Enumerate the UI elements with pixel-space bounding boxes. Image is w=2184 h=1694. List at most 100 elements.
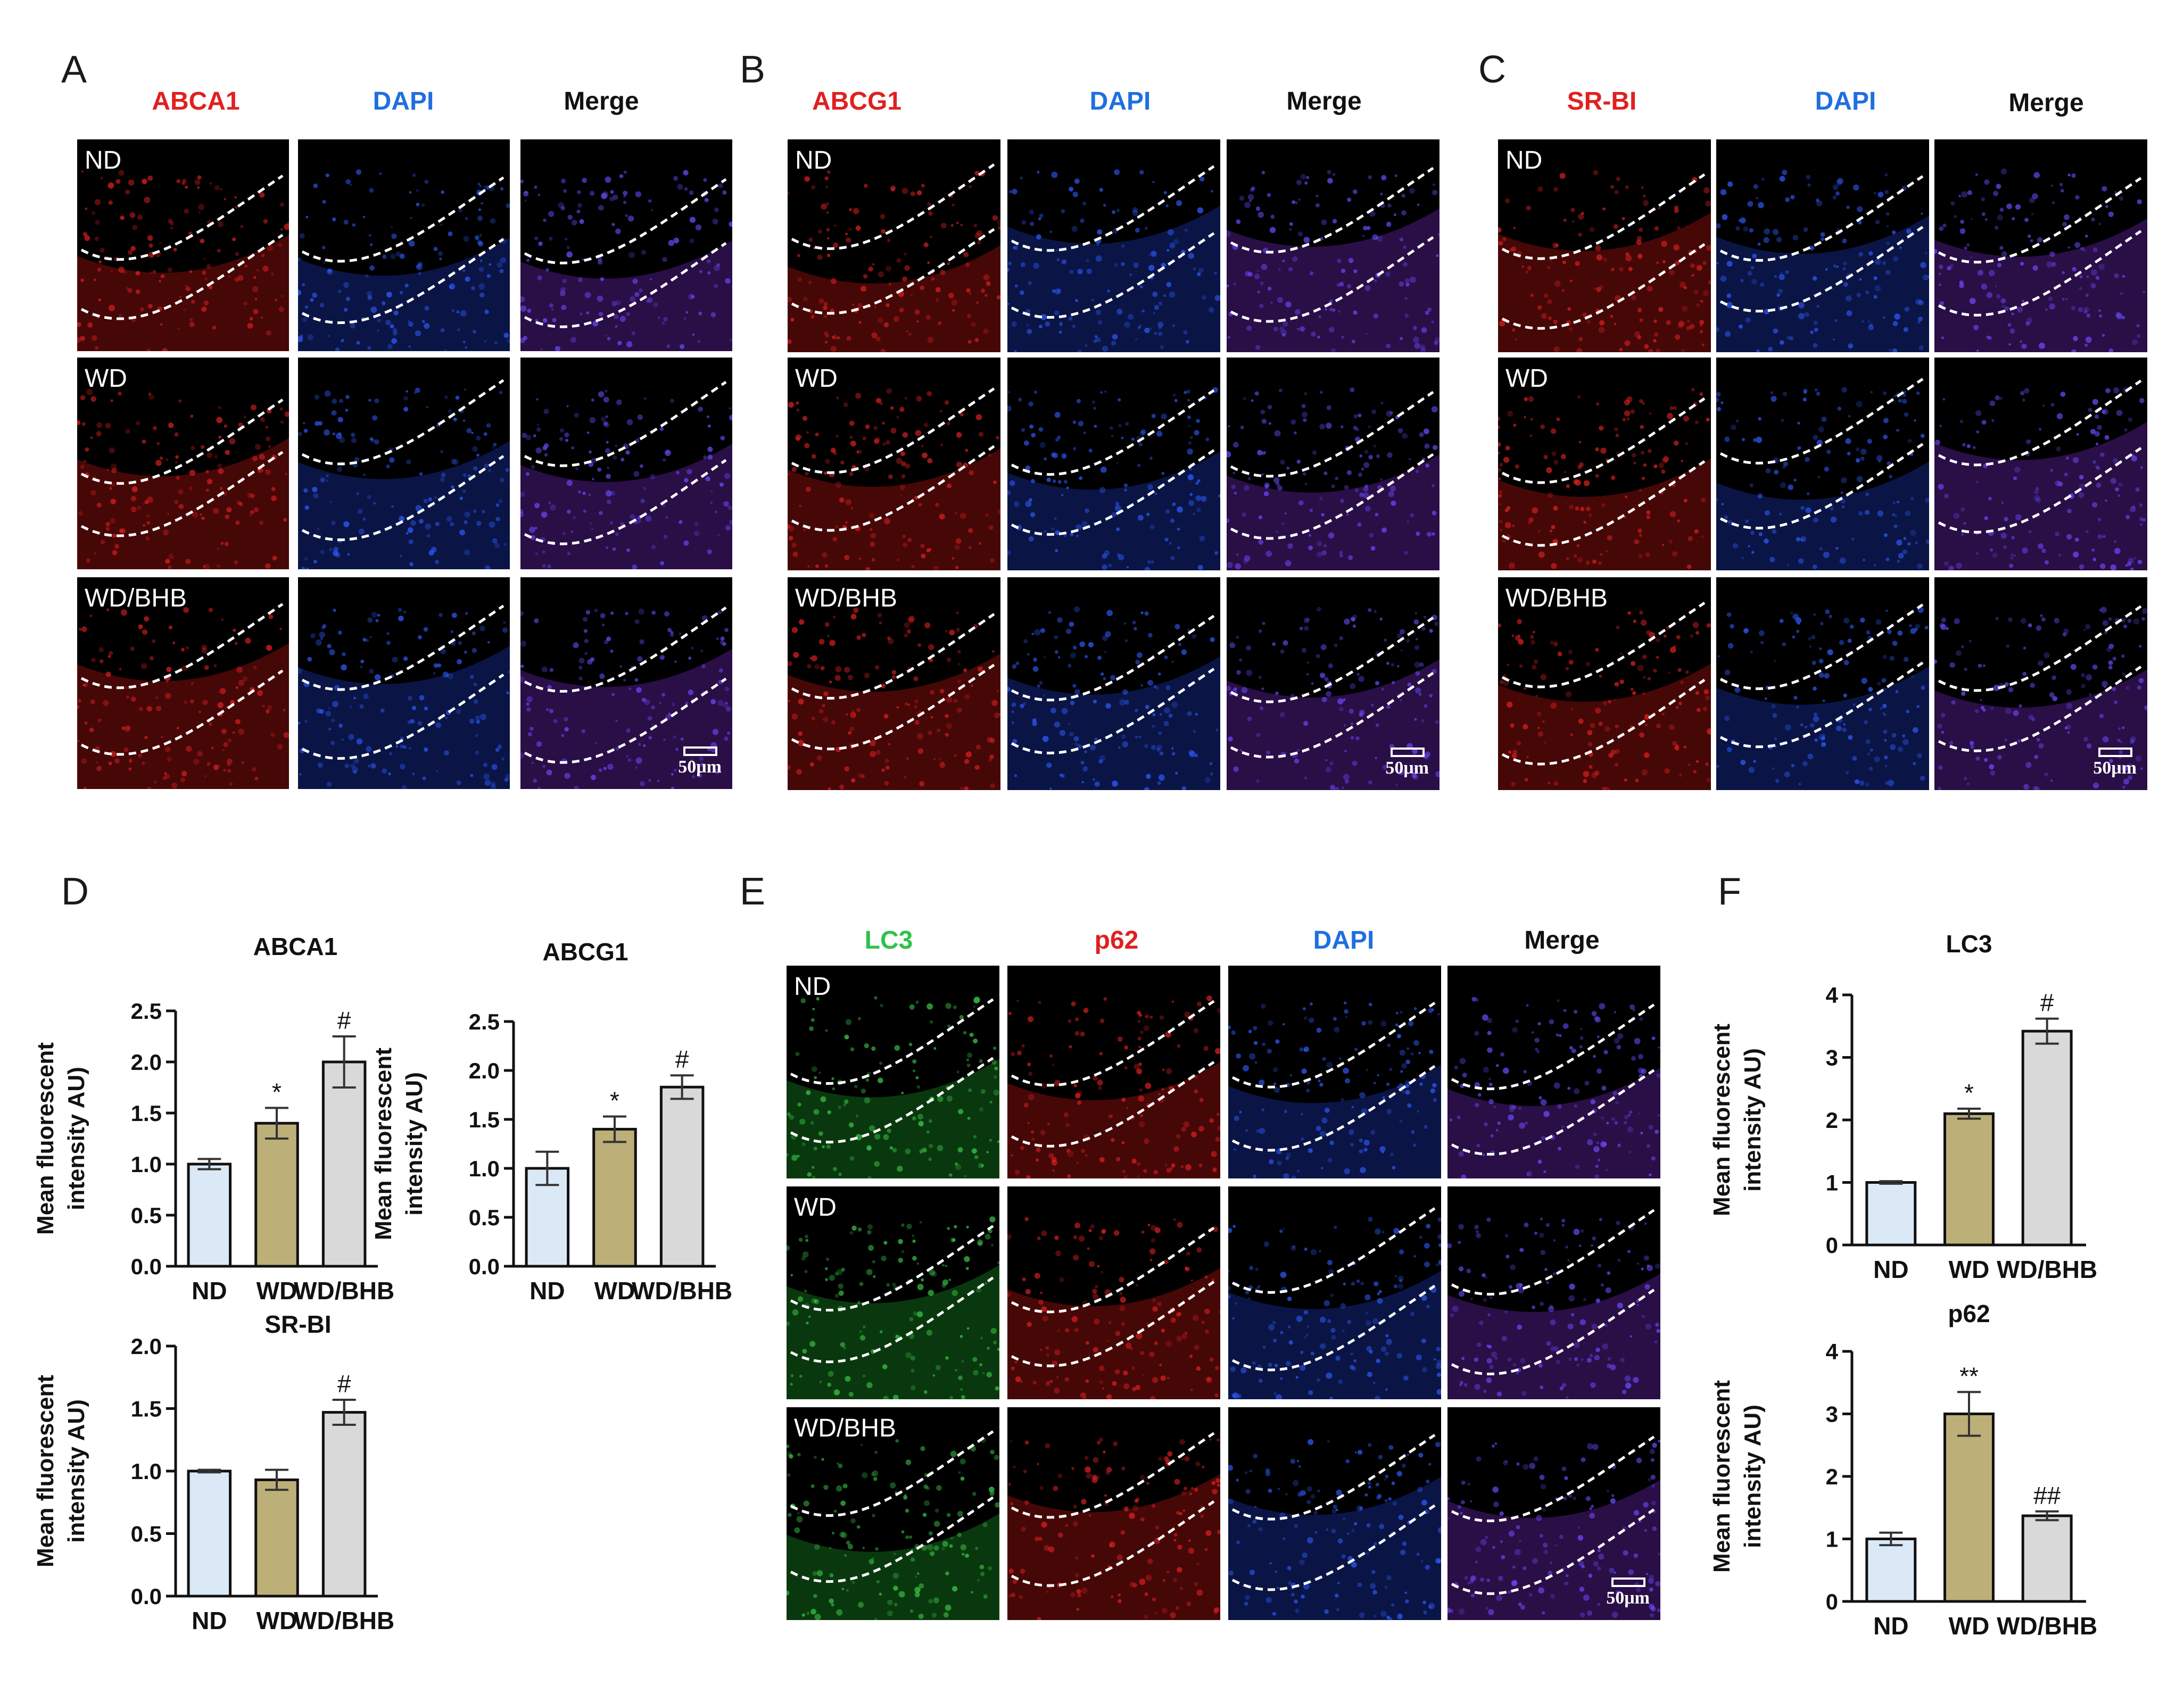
micrograph-a-red: ND: [77, 139, 289, 351]
y-tick-label: 0.5: [131, 1203, 162, 1228]
x-tick-label: WD: [1949, 1256, 1990, 1283]
bar-wd-bhb: [2021, 1514, 2073, 1603]
chart-title: p62: [1948, 1300, 1990, 1327]
y-tick-label: 0: [1826, 1233, 1838, 1258]
panel-a-col1-title: ABCA1: [152, 87, 240, 115]
x-tick-label: WD/BHB: [1997, 1256, 2097, 1283]
micrograph-e-merge: [1447, 1186, 1660, 1399]
x-tick-label: WD/BHB: [294, 1277, 394, 1305]
significance-mark: *: [610, 1086, 619, 1114]
y-axis-label: Mean fluorescent intensity AU): [370, 1048, 427, 1240]
row-label: WD: [795, 364, 838, 393]
significance-mark: **: [1959, 1362, 1979, 1390]
y-tick-label: 1.0: [131, 1152, 162, 1177]
micrograph-a-merge: 50μm: [520, 577, 732, 789]
y-tick-label: 1.0: [469, 1156, 500, 1181]
row-label: ND: [794, 973, 831, 1001]
y-tick-label: 2.0: [131, 1050, 162, 1075]
micrograph-b-blue: [1007, 358, 1220, 570]
significance-mark: *: [272, 1078, 282, 1106]
y-tick-label: 2.5: [469, 1009, 500, 1034]
micrograph-e-blue: [1228, 1186, 1441, 1399]
micrograph-c-blue: [1716, 139, 1929, 352]
y-axis-label: Mean fluorescent intensity AU): [1709, 1024, 1766, 1216]
bar-nd: [1865, 1538, 1917, 1603]
y-tick-label: 1: [1826, 1527, 1838, 1552]
bar-wd: [254, 1478, 299, 1598]
scale-bar: 50μm: [2078, 748, 2137, 785]
chart-title: ABCA1: [253, 933, 337, 960]
x-tick-label: WD/BHB: [632, 1277, 732, 1305]
micrograph-e-green: ND: [787, 966, 999, 1178]
bar-nd: [187, 1162, 232, 1268]
bar-nd: [187, 1469, 232, 1598]
chart-title: LC3: [1946, 930, 1992, 958]
micrograph-b-blue: [1007, 139, 1220, 352]
y-tick-label: 0: [1826, 1589, 1838, 1614]
scale-bar: 50μm: [663, 746, 722, 784]
row-label: WD: [1505, 364, 1548, 393]
panel-c-label: C: [1478, 48, 1506, 91]
micrograph-e-blue: [1228, 1407, 1441, 1620]
y-tick-label: 1.5: [131, 1397, 162, 1422]
y-tick-label: 0.0: [469, 1254, 500, 1279]
y-tick-label: 1: [1826, 1170, 1838, 1195]
row-label: ND: [795, 146, 832, 175]
panel-e-label: E: [740, 870, 766, 913]
x-tick-label: ND: [1873, 1256, 1908, 1283]
panel-e-col4-title: Merge: [1524, 926, 1600, 954]
chart-title: ABCG1: [542, 938, 628, 966]
significance-mark: #: [337, 1007, 351, 1034]
y-axis-label: Mean fluorescent intensity AU): [32, 1375, 89, 1567]
x-tick-label: WD: [257, 1277, 297, 1305]
micrograph-b-merge: 50μm: [1227, 577, 1440, 790]
micrograph-a-red: WD/BHB: [77, 577, 289, 789]
micrograph-e-merge: [1447, 966, 1660, 1178]
y-tick-label: 1.5: [131, 1101, 162, 1126]
y-axis-label: Mean fluorescent intensity AU): [32, 1042, 89, 1235]
row-label: WD/BHB: [795, 584, 897, 612]
bar-wd: [254, 1122, 299, 1268]
micrograph-b-blue: [1007, 577, 1220, 790]
y-tick-label: 4: [1826, 1339, 1839, 1364]
micrograph-c-merge: 50μm: [1934, 577, 2147, 790]
y-tick-label: 0.5: [131, 1522, 162, 1547]
significance-mark: #: [2040, 989, 2054, 1017]
row-label: WD/BHB: [794, 1414, 896, 1442]
micrograph-a-merge: [520, 358, 732, 569]
micrograph-e-red: [1007, 966, 1220, 1178]
y-tick-label: 0.5: [469, 1205, 500, 1230]
micrograph-c-red: ND: [1498, 139, 1711, 352]
micrograph-b-red: WD: [788, 358, 1000, 570]
y-tick-label: 2.0: [469, 1058, 500, 1083]
x-tick-label: WD: [594, 1277, 635, 1305]
y-tick-label: 2: [1826, 1108, 1838, 1133]
y-tick-label: 3: [1826, 1045, 1838, 1070]
y-tick-label: 2.5: [131, 999, 162, 1024]
y-tick-label: 1.5: [469, 1107, 500, 1132]
scale-bar: 50μm: [1370, 748, 1429, 785]
micrograph-c-red: WD/BHB: [1498, 577, 1711, 790]
significance-mark: #: [337, 1370, 351, 1398]
y-tick-label: 3: [1826, 1402, 1838, 1427]
bar-wd: [592, 1127, 637, 1268]
micrograph-e-green: WD: [787, 1186, 999, 1399]
y-tick-label: 4: [1826, 983, 1839, 1008]
panel-f-label: F: [1718, 870, 1741, 913]
y-tick-label: 2.0: [131, 1334, 162, 1359]
micrograph-e-blue: [1228, 966, 1441, 1178]
significance-mark: *: [1964, 1079, 1974, 1107]
panel-e-col2-title: p62: [1094, 926, 1139, 954]
micrograph-b-merge: [1227, 139, 1440, 352]
micrograph-c-blue: [1716, 577, 1929, 790]
x-tick-label: WD/BHB: [1997, 1612, 2097, 1640]
panel-e-col1-title: LC3: [864, 926, 913, 954]
y-tick-label: 2: [1826, 1464, 1838, 1489]
row-label: WD: [794, 1193, 837, 1222]
panel-a-label: A: [61, 48, 87, 91]
micrograph-b-red: ND: [788, 139, 1000, 352]
row-label: WD/BHB: [85, 584, 187, 612]
